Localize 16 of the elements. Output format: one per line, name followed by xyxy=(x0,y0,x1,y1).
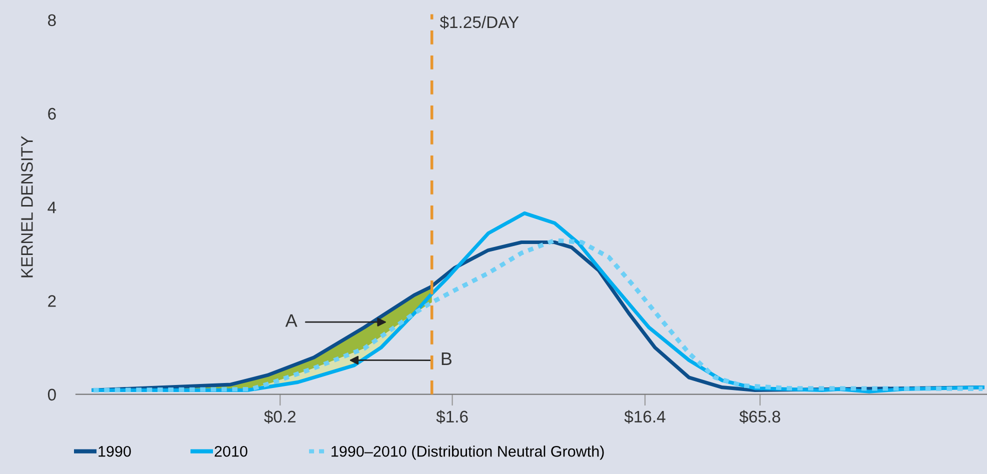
y-axis-title: KERNEL DENSITY xyxy=(21,136,33,278)
legend-label: 1990–2010 (Distribution Neutral Growth) xyxy=(332,446,604,460)
x-tick-label: $65.8 xyxy=(739,410,780,424)
annotation: A xyxy=(285,314,298,327)
y-tick-label: 8 xyxy=(48,14,56,26)
y-tick-label: 2 xyxy=(48,295,56,307)
y-tick-label: 6 xyxy=(48,108,56,120)
annotation: B xyxy=(442,352,452,365)
legend-label: 2010 xyxy=(214,446,248,457)
x-tick-label: $1.6 xyxy=(436,410,468,424)
x-tick-label: $16.4 xyxy=(624,410,666,424)
y-tick-label: 4 xyxy=(48,202,56,214)
x-tick-label: $0.2 xyxy=(264,410,296,424)
ref-line-label: $1.25/DAY xyxy=(440,16,519,30)
legend-label: 1990 xyxy=(98,446,131,457)
y-tick-label: 0 xyxy=(48,388,56,401)
